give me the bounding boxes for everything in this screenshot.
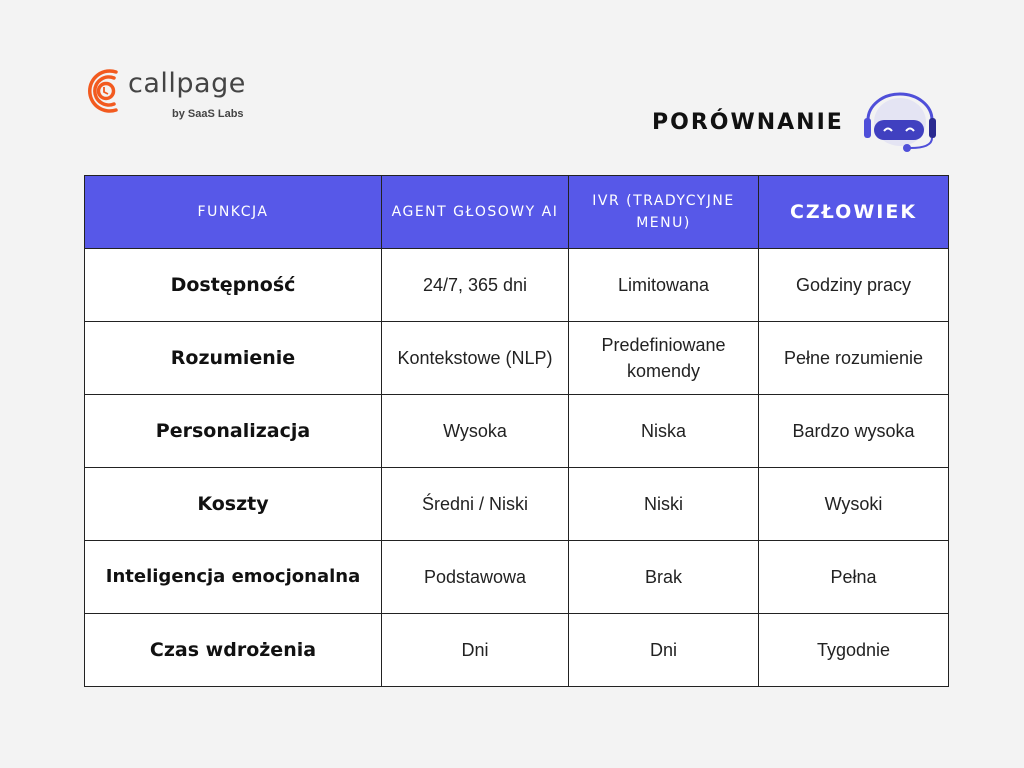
feature-cell: Koszty bbox=[84, 467, 382, 541]
header-ivr: IVR (TRADYCYJNE MENU) bbox=[568, 175, 759, 249]
value-cell: Dni bbox=[381, 613, 569, 687]
logo-subtitle: by SaaS Labs bbox=[172, 108, 244, 120]
value-cell: Średni / Niski bbox=[381, 467, 569, 541]
value-cell: Wysoka bbox=[381, 394, 569, 468]
feature-cell: Dostępność bbox=[84, 248, 382, 322]
value-cell: Kontekstowe (NLP) bbox=[381, 321, 569, 395]
table-row: Personalizacja Wysoka Niska Bardzo wysoka bbox=[84, 394, 949, 468]
value-cell: Wysoki bbox=[758, 467, 949, 541]
value-cell: Dni bbox=[568, 613, 759, 687]
header-feature: FUNKCJA bbox=[84, 175, 382, 249]
value-cell: Podstawowa bbox=[381, 540, 569, 614]
logo-name: callpage bbox=[128, 68, 246, 99]
phone-waves-icon bbox=[88, 69, 118, 113]
table-row: Inteligencja emocjonalna Podstawowa Brak Pe… bbox=[84, 540, 949, 614]
value-cell: Brak bbox=[568, 540, 759, 614]
feature-cell: Inteligencja emocjonalna bbox=[84, 540, 382, 614]
value-cell: Godziny pracy bbox=[758, 248, 949, 322]
value-cell: Pełne rozumienie bbox=[758, 321, 949, 395]
table-header-row: FUNKCJA AGENT GŁOSOWY AI IVR (TRADYCYJNE… bbox=[84, 175, 949, 249]
feature-cell: Czas wdrożenia bbox=[84, 613, 382, 687]
feature-cell: Personalizacja bbox=[84, 394, 382, 468]
value-cell: Niska bbox=[568, 394, 759, 468]
value-cell: Predefiniowane komendy bbox=[568, 321, 759, 395]
comparison-table: FUNKCJA AGENT GŁOSOWY AI IVR (TRADYCYJNE… bbox=[84, 175, 949, 687]
header-human: CZŁOWIEK bbox=[758, 175, 949, 249]
robot-headset-icon bbox=[864, 92, 936, 152]
value-cell: Niski bbox=[568, 467, 759, 541]
page-title: PORÓWNANIE bbox=[652, 110, 844, 135]
table-row: Czas wdrożenia Dni Dni Tygodnie bbox=[84, 613, 949, 687]
value-cell: 24/7, 365 dni bbox=[381, 248, 569, 322]
table-row: Rozumienie Kontekstowe (NLP) Predefiniowan… bbox=[84, 321, 949, 395]
table-row: Dostępność 24/7, 365 dni Limitowana Godziny… bbox=[84, 248, 949, 322]
value-cell: Tygodnie bbox=[758, 613, 949, 687]
callpage-logo: callpage by SaaS Labs bbox=[86, 66, 256, 126]
value-cell: Bardzo wysoka bbox=[758, 394, 949, 468]
header-ai-agent: AGENT GŁOSOWY AI bbox=[381, 175, 569, 249]
feature-cell: Rozumienie bbox=[84, 321, 382, 395]
value-cell: Pełna bbox=[758, 540, 949, 614]
value-cell: Limitowana bbox=[568, 248, 759, 322]
table-row: Koszty Średni / Niski Niski Wysoki bbox=[84, 467, 949, 541]
